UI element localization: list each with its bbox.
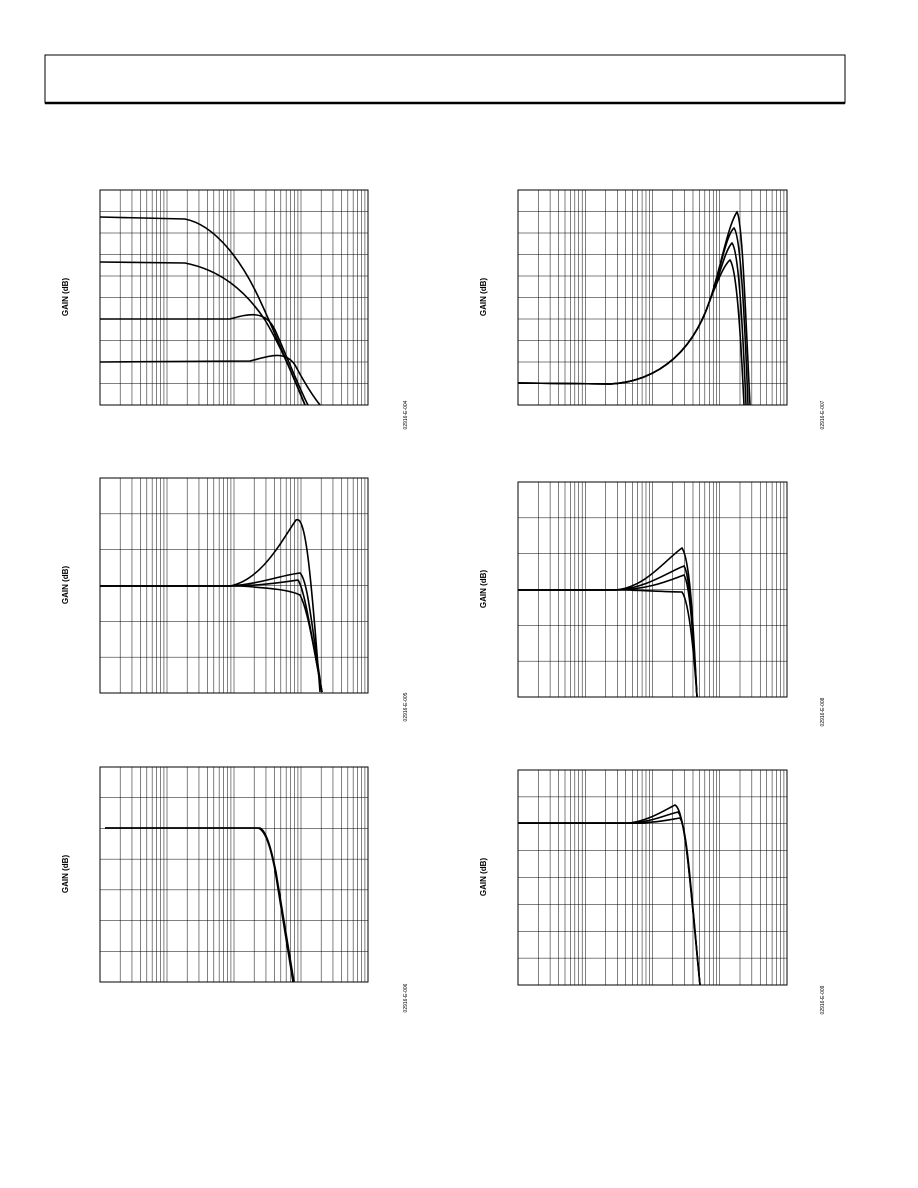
curves — [518, 804, 701, 986]
curve — [100, 518, 321, 693]
axis-label: GAIN (dB) — [61, 855, 70, 894]
curve — [518, 817, 701, 986]
curves — [99, 216, 321, 406]
curve — [99, 354, 321, 406]
curves — [100, 518, 323, 693]
curves — [105, 827, 295, 983]
header-box — [44, 54, 846, 104]
axis-label: GAIN (dB) — [61, 278, 70, 317]
curve — [100, 579, 323, 693]
curve — [517, 210, 751, 406]
curves — [518, 546, 698, 698]
curve — [517, 258, 745, 406]
curve — [518, 565, 698, 698]
grids — [99, 189, 788, 986]
axis-label: GAIN (dB) — [479, 278, 488, 317]
axis-label: GAIN (dB) — [479, 570, 488, 609]
figure-id: 02916-E-007 — [820, 400, 826, 429]
curve — [100, 572, 323, 693]
curve — [105, 827, 295, 983]
curve — [100, 585, 323, 693]
figure-id: 02916-E-006 — [403, 983, 409, 1012]
curves — [517, 210, 751, 406]
curve — [99, 261, 306, 406]
figure-id: 02916-E-005 — [403, 692, 409, 721]
curve — [518, 546, 698, 698]
axis-label: GAIN (dB) — [479, 858, 488, 897]
curve — [518, 574, 698, 698]
curve — [100, 313, 309, 406]
figure-id: 02916-E-004 — [403, 400, 409, 429]
figure-id: 02916-E-008 — [820, 697, 826, 726]
figure-id: 02916-E-009 — [820, 985, 826, 1014]
axis-label: GAIN (dB) — [61, 566, 70, 605]
curve — [518, 589, 698, 698]
